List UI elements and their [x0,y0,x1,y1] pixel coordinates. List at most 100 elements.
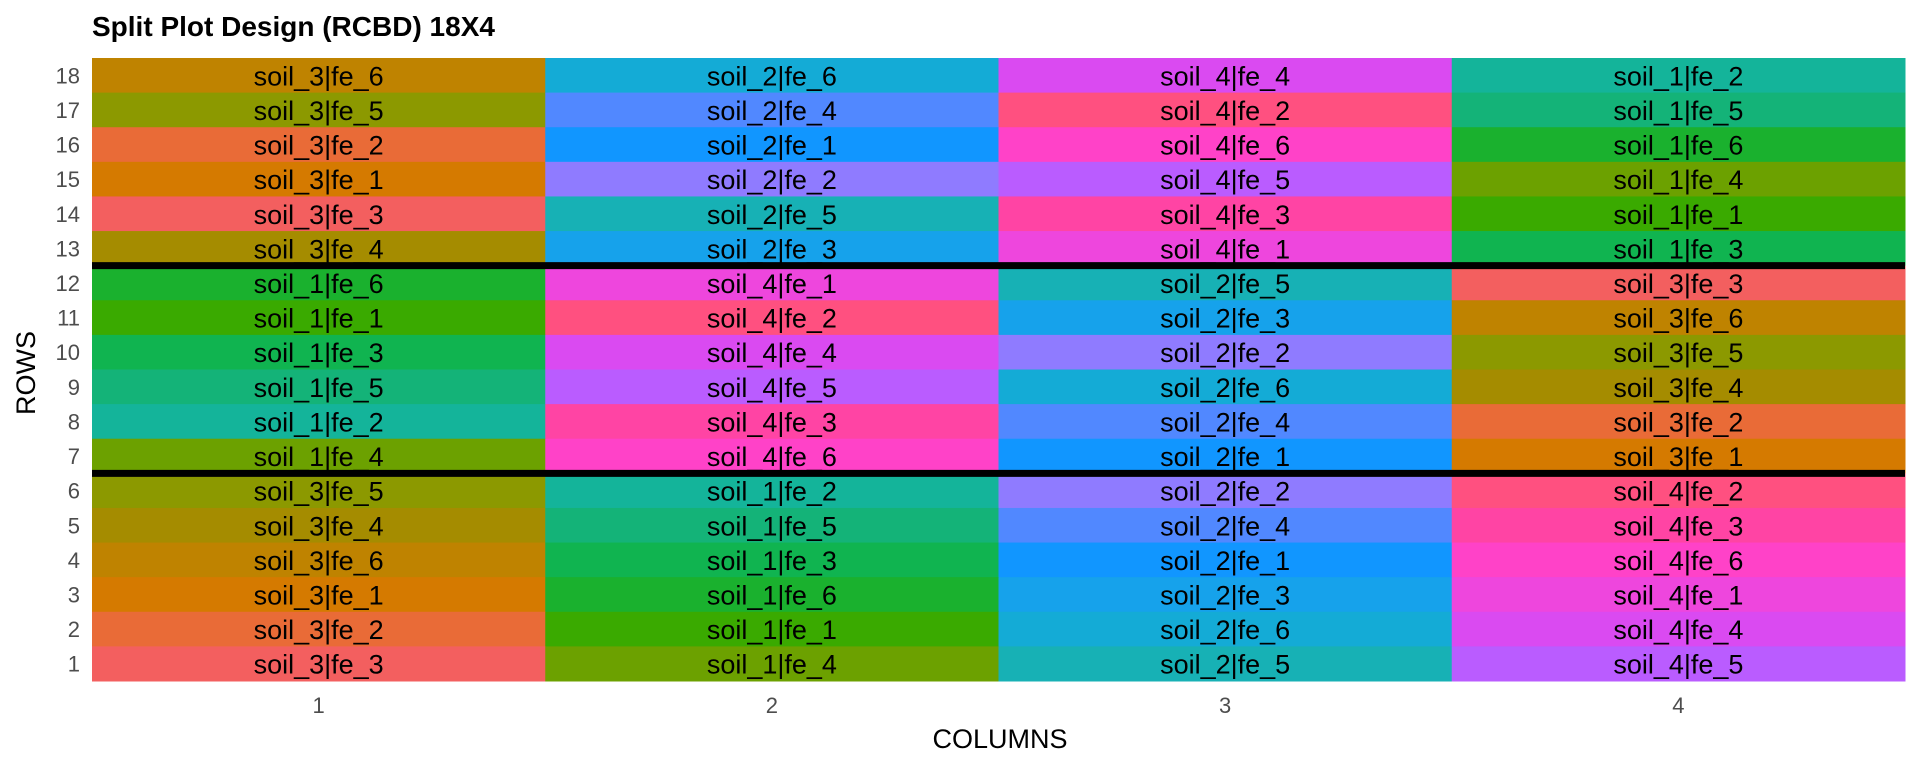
cell-label: soil_4|fe_4 [1160,61,1290,91]
cell-label: soil_1|fe_3 [1613,234,1743,264]
plot-cell [545,404,999,440]
y-tick-label: 17 [56,98,80,123]
cell-label: soil_1|fe_4 [707,650,837,680]
cell-label: soil_2|fe_6 [707,61,837,91]
plot-cell [1451,161,1906,197]
cell-label: soil_2|fe_4 [1160,511,1290,541]
plot-cell [1451,300,1906,336]
cell-label: soil_1|fe_1 [707,615,837,645]
cell-label: soil_1|fe_5 [707,511,837,541]
y-tick-label: 4 [68,548,80,573]
y-tick-label: 2 [68,617,80,642]
cell-label: soil_4|fe_3 [707,407,837,437]
plot-cell [998,58,1453,94]
y-tick-label: 11 [57,306,80,331]
plot-cell [92,473,546,509]
plot-cell [545,92,999,128]
plot-cell [1451,438,1906,474]
plot-cell [545,369,999,405]
plot-cell [998,473,1453,509]
cell-label: soil_4|fe_6 [1160,131,1290,161]
plot-cell [545,611,999,647]
plot-cell [545,646,999,682]
plot-cell [1451,92,1906,128]
plot-cell [1451,542,1906,578]
cell-label: soil_4|fe_3 [1613,511,1743,541]
cell-label: soil_4|fe_1 [1160,234,1290,264]
cell-label: soil_4|fe_2 [1613,477,1743,507]
plot-cell [998,507,1453,544]
cell-label: soil_1|fe_2 [1613,61,1743,91]
cell-label: soil_3|fe_2 [254,131,384,161]
plot-cell [92,542,546,578]
cell-label: soil_2|fe_6 [1160,373,1290,403]
cell-label: soil_3|fe_1 [254,580,384,610]
plot-cell [92,369,546,405]
plot-cell [1451,369,1906,405]
y-tick-label: 7 [68,444,80,469]
y-tick-label: 3 [68,582,80,607]
plot-cell [998,542,1453,578]
cell-label: soil_3|fe_3 [254,650,384,680]
cell-label: soil_3|fe_3 [254,200,384,230]
plot-cell [92,231,546,267]
cell-label: soil_4|fe_2 [707,304,837,334]
plot-cell [998,196,1453,232]
plot-cell [998,127,1453,163]
cell-label: soil_1|fe_2 [707,477,837,507]
x-tick-label: 4 [1672,693,1684,718]
y-tick-label: 14 [56,202,80,227]
cell-label: soil_2|fe_1 [1160,546,1290,576]
plot-cell [545,577,999,613]
y-tick-label: 12 [56,271,80,296]
plot-cell [545,58,999,94]
plot-cell [92,300,546,336]
plot-cell [545,231,999,267]
chart-title: Split Plot Design (RCBD) 18X4 [92,11,495,42]
cell-label: soil_4|fe_4 [707,338,837,368]
cell-label: soil_1|fe_6 [707,580,837,610]
plot-cell [998,300,1453,336]
cell-label: soil_4|fe_2 [1160,96,1290,126]
cell-label: soil_1|fe_6 [1613,131,1743,161]
cell-label: soil_2|fe_3 [1160,304,1290,334]
plot-cell [92,404,546,440]
cell-label: soil_4|fe_1 [707,269,837,299]
cell-label: soil_3|fe_1 [254,165,384,195]
cell-label: soil_2|fe_6 [1160,615,1290,645]
plot-cell [545,438,999,474]
cell-label: soil_3|fe_2 [254,615,384,645]
plot-cell [998,334,1453,370]
cell-label: soil_3|fe_6 [254,61,384,91]
cell-label: soil_3|fe_6 [254,546,384,576]
cell-label: soil_3|fe_2 [1613,407,1743,437]
plot-cell [998,265,1453,301]
cell-label: soil_3|fe_4 [1613,373,1743,403]
cell-label: soil_4|fe_1 [1613,580,1743,610]
plot-cell [1451,507,1906,544]
cell-label: soil_2|fe_3 [1160,580,1290,610]
cell-label: soil_3|fe_6 [1613,304,1743,334]
plot-cell [545,542,999,578]
plot-cell [1451,473,1906,509]
y-tick-label: 6 [68,479,80,504]
plot-cell [1451,127,1906,163]
plot-cell [998,438,1453,474]
plot-cell [998,577,1453,613]
y-tick-label: 18 [56,63,80,88]
plot-cell [1451,231,1906,267]
x-tick-label: 2 [766,693,778,718]
x-axis-title: COLUMNS [932,724,1067,754]
cells-layer: soil_3|fe_6 soil_2|fe_6 soil_4|fe_4 soil_1|… [92,58,1906,682]
cell-label: soil_1|fe_4 [1613,165,1743,195]
cell-label: soil_3|fe_5 [1613,338,1743,368]
plot-cell [545,300,999,336]
plot-cell [998,404,1453,440]
plot-cell [92,265,546,301]
plot-cell [92,507,546,544]
y-tick-label: 10 [56,340,80,365]
cell-label: soil_1|fe_4 [254,442,384,472]
cell-label: soil_2|fe_4 [1160,407,1290,437]
plot-cell [545,473,999,509]
